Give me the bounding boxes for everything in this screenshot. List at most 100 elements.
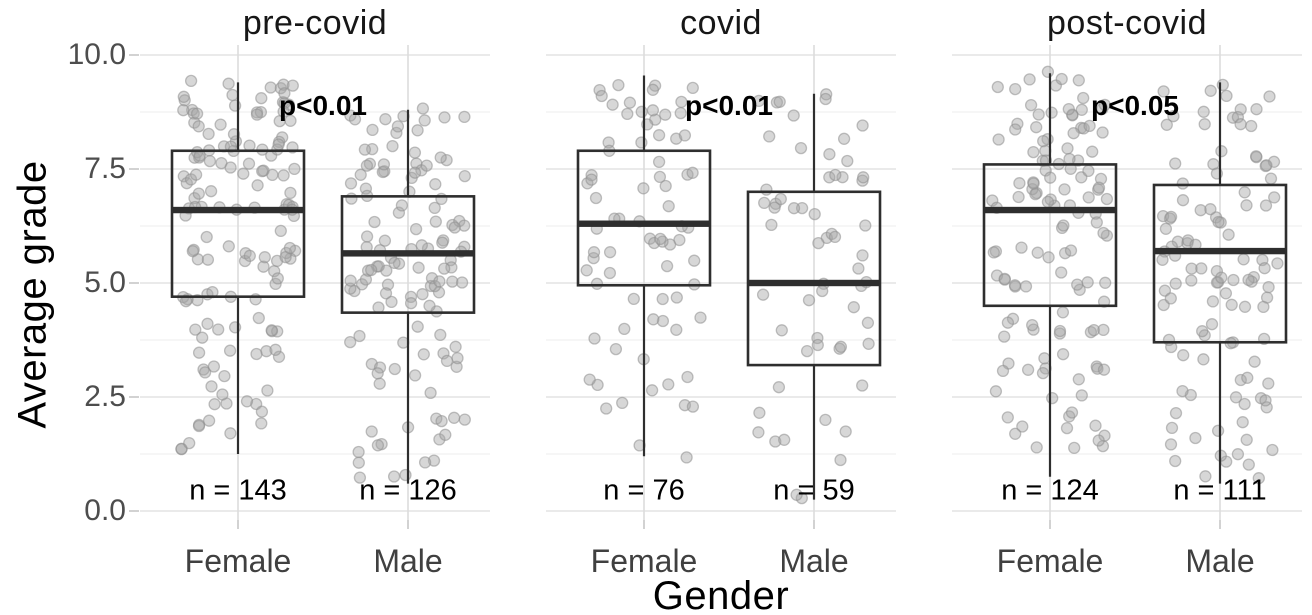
jitter-point	[255, 92, 268, 105]
jitter-point	[819, 92, 832, 106]
jitter-point	[1077, 91, 1090, 105]
median-line	[578, 220, 710, 227]
jitter-point	[202, 414, 216, 427]
jitter-point	[660, 259, 674, 273]
jitter-point	[800, 344, 814, 358]
jitter-point	[226, 88, 239, 102]
jitter-point	[446, 275, 459, 288]
jitter-point	[1259, 394, 1272, 407]
jitter-point	[258, 251, 271, 264]
jitter-point	[1204, 84, 1217, 97]
jitter-point	[856, 119, 869, 132]
jitter-point	[448, 221, 461, 234]
jitter-point	[588, 332, 601, 345]
jitter-points-male	[344, 102, 471, 484]
x-category-label-female: Female	[184, 543, 292, 579]
jitter-point	[271, 272, 284, 285]
jitter-point	[618, 322, 631, 336]
jitter-point	[1257, 300, 1270, 314]
jitter-point	[585, 169, 598, 182]
median-line	[748, 279, 880, 287]
jitter-point	[986, 194, 999, 207]
jitter-point	[1082, 191, 1095, 204]
jitter-point	[820, 88, 833, 101]
jitter-point	[1222, 228, 1235, 241]
jitter-point	[852, 262, 865, 275]
jitter-point	[222, 77, 235, 90]
jitter-point	[438, 111, 451, 124]
jitter-point	[192, 419, 206, 433]
jitter-point	[1031, 246, 1044, 259]
jitter-point	[1092, 181, 1106, 194]
jitter-point	[652, 155, 666, 169]
jitter-point	[768, 201, 781, 214]
jitter-point	[183, 436, 196, 450]
jitter-point	[371, 367, 384, 380]
jitter-point	[428, 279, 442, 293]
jitter-point	[1206, 295, 1220, 308]
jitter-point	[991, 80, 1004, 94]
jitter-point	[585, 173, 598, 186]
jitter-point	[277, 169, 290, 182]
jitter-point	[404, 297, 418, 310]
jitter-point	[1169, 157, 1182, 170]
jitter-point	[1238, 300, 1252, 313]
jitter-point	[379, 113, 392, 126]
jitter-point	[1024, 98, 1038, 112]
jitter-point	[1249, 150, 1263, 163]
jitter-point	[1248, 355, 1261, 368]
jitter-point	[763, 130, 776, 143]
jitter-point	[433, 275, 446, 288]
y-tick-mark	[129, 54, 139, 56]
jitter-point	[1029, 187, 1042, 201]
jitter-point	[1046, 391, 1059, 405]
jitter-point	[635, 105, 648, 118]
jitter-point	[1072, 373, 1085, 386]
jitter-point	[769, 435, 782, 448]
jitter-point	[437, 347, 450, 360]
jitter-point	[243, 139, 256, 152]
jitter-point	[1027, 145, 1040, 159]
jitter-point	[250, 347, 263, 361]
facet-title: pre-covid	[242, 4, 388, 42]
jitter-point	[265, 324, 278, 337]
p-value-label: p<0.01	[279, 90, 367, 121]
jitter-point	[1097, 226, 1110, 240]
jitter-point	[1252, 472, 1265, 485]
jitter-point	[1250, 103, 1263, 116]
jitter-point	[1234, 118, 1247, 131]
jitter-point	[257, 260, 270, 273]
jitter-point	[395, 199, 409, 212]
jitter-point	[989, 385, 1003, 398]
jitter-point	[1041, 65, 1055, 78]
jitter-point	[859, 219, 872, 232]
jitter-point	[1242, 458, 1255, 471]
jitter-point	[998, 330, 1011, 343]
x-category-label-male: Male	[373, 543, 443, 579]
jitter-point	[272, 350, 286, 363]
jitter-point	[1013, 177, 1026, 190]
jitter-point	[240, 395, 254, 408]
jitter-point	[1260, 159, 1273, 172]
jitter-point	[837, 132, 851, 145]
jitter-point	[427, 454, 441, 467]
n-count-label: n = 111	[1173, 475, 1266, 507]
jitter-point	[354, 168, 367, 181]
jitter-point	[288, 162, 301, 176]
jitter-point	[1023, 73, 1036, 86]
box-female	[170, 149, 306, 298]
jitter-point	[368, 215, 381, 229]
jitter-point	[774, 192, 787, 206]
jitter-point	[264, 81, 277, 94]
jitter-point	[1211, 424, 1225, 437]
jitter-point	[1008, 279, 1022, 292]
jitter-point	[1096, 126, 1109, 139]
jitter-point	[1082, 164, 1095, 178]
jitter-point	[659, 108, 672, 121]
y-tick-mark	[129, 510, 139, 512]
jitter-point	[752, 426, 765, 439]
jitter-point	[1001, 411, 1014, 424]
box-male	[1152, 183, 1288, 344]
jitter-point	[787, 109, 800, 122]
